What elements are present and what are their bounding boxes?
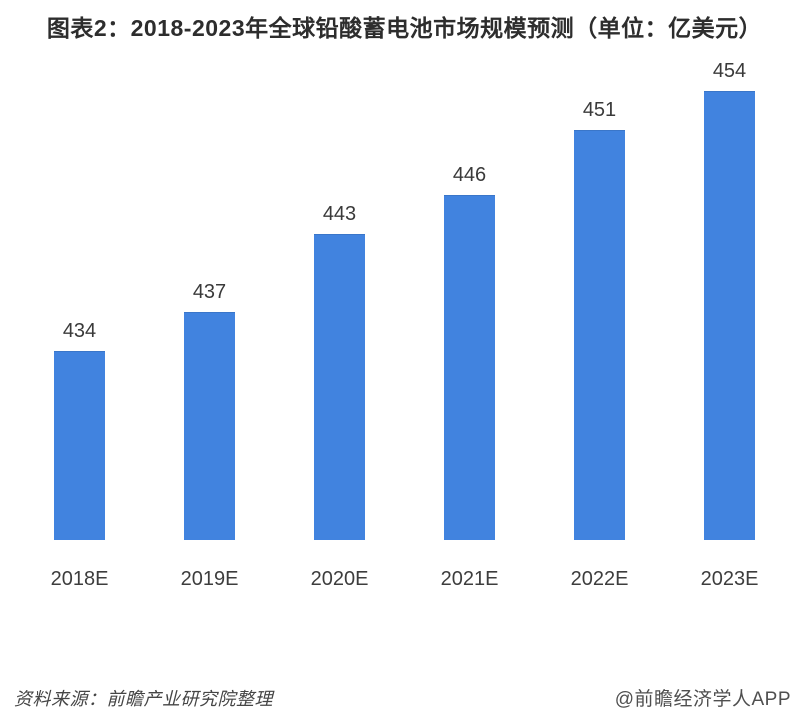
chart-column-2021E: 446 2021E bbox=[405, 165, 535, 589]
chart-column-2022E: 451 2022E bbox=[535, 100, 665, 589]
bar-value-label: 434 bbox=[62, 319, 97, 342]
bar-2020E bbox=[314, 233, 365, 540]
bar-2022E bbox=[574, 129, 625, 540]
bar-value-label: 446 bbox=[452, 163, 487, 186]
bar-2019E bbox=[184, 311, 235, 540]
x-axis-label: 2018E bbox=[50, 567, 109, 590]
watermark: @前瞻经济学人APP bbox=[614, 689, 791, 710]
bar-2021E bbox=[444, 194, 495, 540]
bar-value-label: 437 bbox=[192, 280, 227, 303]
x-axis-label: 2022E bbox=[570, 567, 629, 590]
bar-2023E bbox=[704, 90, 755, 540]
chart-title: 图表2：2018-2023年全球铅酸蓄电池市场规模预测（单位：亿美元） bbox=[46, 15, 763, 41]
bar-value-label: 451 bbox=[582, 98, 617, 121]
chart-column-2019E: 437 2019E bbox=[145, 282, 275, 589]
x-axis-label: 2021E bbox=[440, 567, 499, 590]
chart-column-2023E: 454 2023E bbox=[665, 61, 795, 589]
chart-column-2018E: 434 2018E bbox=[15, 321, 145, 589]
x-axis-label: 2023E bbox=[700, 567, 759, 590]
chart-footer: 资料来源：前瞻产业研究院整理 @前瞻经济学人APP bbox=[0, 684, 809, 711]
source-note: 资料来源：前瞻产业研究院整理 bbox=[14, 689, 273, 709]
bar-2018E bbox=[54, 350, 105, 540]
bar-value-label: 454 bbox=[712, 59, 747, 82]
bar-chart: 434 2018E 437 2019E 443 2020E 446 2021E 451 2022E… bbox=[15, 61, 795, 589]
bar-value-label: 443 bbox=[322, 202, 357, 225]
x-axis-label: 2020E bbox=[310, 567, 369, 590]
x-axis-label: 2019E bbox=[180, 567, 239, 590]
chart-column-2020E: 443 2020E bbox=[275, 204, 405, 589]
